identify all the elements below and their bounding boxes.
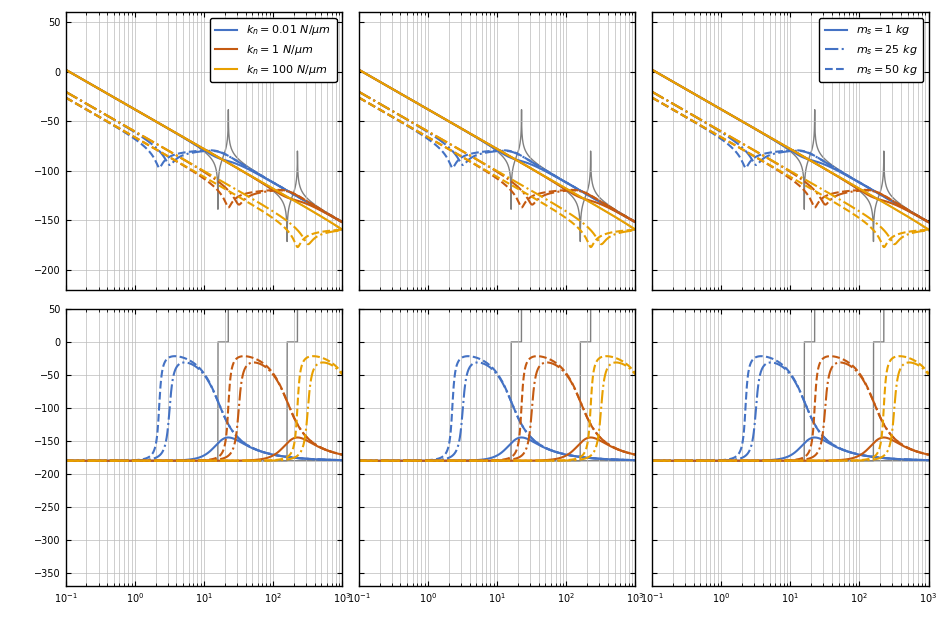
Legend: $k_n = 0.01\ N/\mu m$, $k_n = 1\ N/\mu m$, $k_n = 100\ N/\mu m$: $k_n = 0.01\ N/\mu m$, $k_n = 1\ N/\mu m… bbox=[209, 18, 337, 82]
Legend: $m_s = 1\ kg$, $m_s = 25\ kg$, $m_s = 50\ kg$: $m_s = 1\ kg$, $m_s = 25\ kg$, $m_s = 50… bbox=[819, 18, 923, 82]
